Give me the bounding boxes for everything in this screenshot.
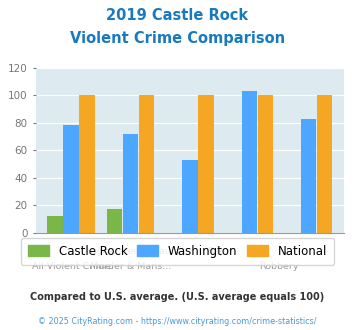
Text: © 2025 CityRating.com - https://www.cityrating.com/crime-statistics/: © 2025 CityRating.com - https://www.city… [38, 317, 317, 326]
Text: 2019 Castle Rock: 2019 Castle Rock [106, 8, 248, 23]
Text: All Violent Crime: All Violent Crime [32, 262, 111, 271]
Bar [198, 95, 214, 233]
Text: Murder & Mans...: Murder & Mans... [90, 262, 171, 271]
Bar [80, 95, 95, 233]
Bar [242, 91, 257, 233]
Text: Aggravated Assault: Aggravated Assault [84, 248, 177, 256]
Bar [64, 125, 79, 233]
Text: Rape: Rape [208, 248, 232, 256]
Bar [182, 160, 198, 233]
Text: Violent Crime Comparison: Violent Crime Comparison [70, 31, 285, 46]
Bar [107, 209, 122, 233]
Bar [258, 95, 273, 233]
Bar [47, 216, 63, 233]
Bar [301, 118, 316, 233]
Bar [139, 95, 154, 233]
Legend: Castle Rock, Washington, National: Castle Rock, Washington, National [21, 238, 334, 265]
Bar [123, 134, 138, 233]
Text: Robbery: Robbery [259, 262, 299, 271]
Bar [317, 95, 333, 233]
Text: Compared to U.S. average. (U.S. average equals 100): Compared to U.S. average. (U.S. average … [31, 292, 324, 302]
